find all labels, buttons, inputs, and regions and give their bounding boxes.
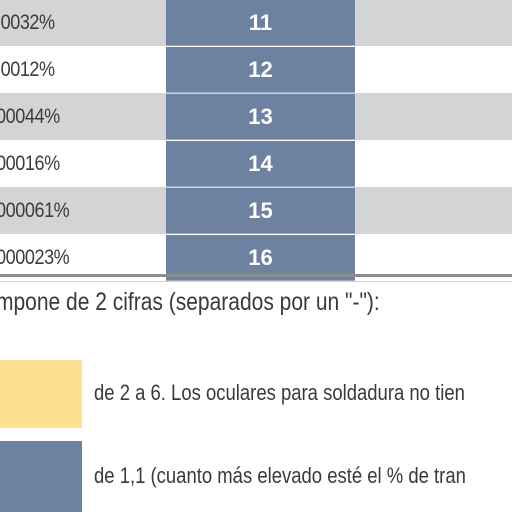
legend-swatch-yellow — [0, 360, 82, 428]
transmission-table: .0032% 11 .0012% 12 00044% 13 00016% 14 … — [0, 0, 512, 282]
table-row: 00044% 13 — [0, 94, 512, 141]
table-row: .0012% 12 — [0, 47, 512, 94]
intro-text: mpone de 2 cifras (separados por un "-")… — [0, 288, 380, 316]
transmission-percent: 000061% — [0, 199, 70, 222]
transmission-percent: 000023% — [0, 246, 70, 269]
table-row: 00016% 14 — [0, 141, 512, 188]
transmission-percent: 00044% — [0, 105, 60, 128]
table-row: 000061% 15 — [0, 188, 512, 235]
shade-number: 15 — [166, 188, 355, 234]
table-row: .0032% 11 — [0, 0, 512, 47]
transmission-percent: .0012% — [0, 58, 55, 81]
section-divider — [0, 274, 512, 277]
legend-swatch-blue — [0, 441, 82, 512]
shade-number: 14 — [166, 141, 355, 187]
transmission-percent: 00016% — [0, 152, 60, 175]
shade-number: 11 — [166, 0, 355, 46]
transmission-percent: .0032% — [0, 11, 55, 34]
shade-number: 13 — [166, 94, 355, 140]
shade-number: 16 — [166, 235, 355, 281]
shade-number: 12 — [166, 47, 355, 93]
legend-text-1: de 2 a 6. Los oculares para soldadura no… — [94, 380, 465, 405]
legend-text-2: de 1,1 (cuanto más elevado esté el % de … — [94, 463, 466, 488]
